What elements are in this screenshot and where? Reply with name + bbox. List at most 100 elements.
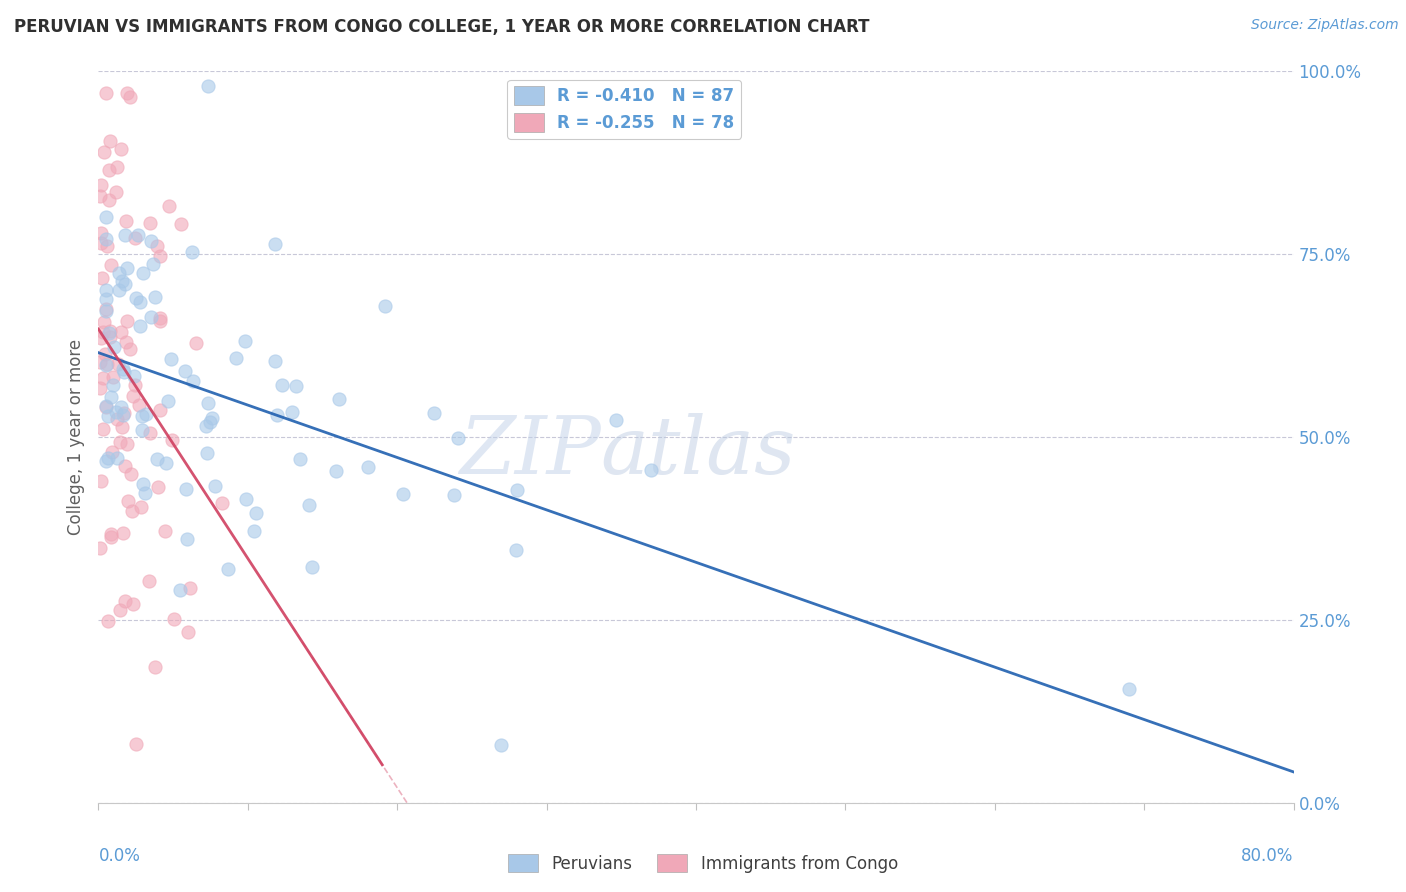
Point xyxy=(200,415,222,429)
Point xyxy=(107,266,129,280)
Point xyxy=(120,343,142,357)
Point xyxy=(121,504,143,518)
Point xyxy=(97,193,120,207)
Point xyxy=(120,467,142,481)
Point xyxy=(105,450,128,465)
Point xyxy=(174,482,197,496)
Point xyxy=(132,266,155,280)
Point xyxy=(122,597,145,611)
Point xyxy=(233,334,256,349)
Point xyxy=(149,402,172,417)
Point xyxy=(107,357,129,371)
Point xyxy=(505,542,527,557)
Point xyxy=(143,660,166,674)
Point xyxy=(225,351,247,366)
Point xyxy=(131,409,153,424)
Point xyxy=(138,216,160,230)
Point xyxy=(141,234,163,248)
Point xyxy=(156,393,179,408)
Point xyxy=(115,436,138,450)
Point xyxy=(204,479,226,493)
Point xyxy=(135,407,157,421)
Point xyxy=(149,310,172,325)
Point xyxy=(197,396,219,410)
Point xyxy=(93,371,115,385)
Point xyxy=(97,614,120,628)
Point xyxy=(128,294,150,309)
Point xyxy=(110,142,132,156)
Text: 80.0%: 80.0% xyxy=(1241,847,1294,864)
Point xyxy=(110,401,132,415)
Point xyxy=(94,292,117,306)
Y-axis label: College, 1 year or more: College, 1 year or more xyxy=(66,339,84,535)
Point xyxy=(194,418,217,433)
Point xyxy=(98,330,121,344)
Point xyxy=(392,487,415,501)
Point xyxy=(114,227,136,242)
Point xyxy=(125,737,148,751)
Point xyxy=(134,485,156,500)
Point xyxy=(101,377,124,392)
Point xyxy=(105,185,128,199)
Point xyxy=(98,163,121,178)
Point xyxy=(195,446,218,460)
Point xyxy=(111,408,134,422)
Point xyxy=(115,335,138,350)
Point xyxy=(271,378,294,392)
Point xyxy=(443,488,465,502)
Point xyxy=(122,369,145,384)
Point xyxy=(94,210,117,224)
Point xyxy=(98,134,122,148)
Point xyxy=(173,364,195,378)
Point xyxy=(91,325,114,339)
Point xyxy=(90,235,112,250)
Point xyxy=(124,231,146,245)
Point xyxy=(105,405,128,419)
Point xyxy=(211,495,233,509)
Point xyxy=(325,464,347,478)
Point xyxy=(422,406,444,420)
Point xyxy=(264,237,287,252)
Point xyxy=(131,423,153,437)
Point xyxy=(170,217,193,231)
Point xyxy=(284,379,307,393)
Point xyxy=(138,574,160,588)
Point xyxy=(100,390,122,404)
Point xyxy=(122,389,145,403)
Point xyxy=(115,87,138,101)
Point xyxy=(374,299,396,313)
Point xyxy=(200,410,222,425)
Point xyxy=(111,362,134,376)
Point xyxy=(89,380,111,394)
Point xyxy=(112,526,135,541)
Text: ZIP: ZIP xyxy=(458,413,600,491)
Point xyxy=(94,359,117,373)
Point xyxy=(112,406,135,420)
Point xyxy=(124,378,146,392)
Point xyxy=(94,87,117,101)
Point xyxy=(149,249,172,263)
Point xyxy=(114,458,136,473)
Point xyxy=(197,78,219,93)
Point xyxy=(129,500,152,514)
Point xyxy=(110,435,132,450)
Point xyxy=(98,326,121,341)
Point xyxy=(93,145,115,159)
Point xyxy=(328,392,350,407)
Point xyxy=(146,238,169,252)
Point xyxy=(155,456,177,470)
Point xyxy=(94,400,117,414)
Point xyxy=(605,413,627,427)
Point xyxy=(491,739,513,753)
Point xyxy=(263,354,285,368)
Point xyxy=(157,199,180,213)
Point xyxy=(90,178,112,193)
Point xyxy=(141,310,163,325)
Point xyxy=(91,271,114,285)
Point xyxy=(447,431,470,445)
Point xyxy=(101,445,124,459)
Point xyxy=(98,324,121,338)
Point xyxy=(176,624,198,639)
Point xyxy=(235,491,257,506)
Point xyxy=(245,506,267,520)
